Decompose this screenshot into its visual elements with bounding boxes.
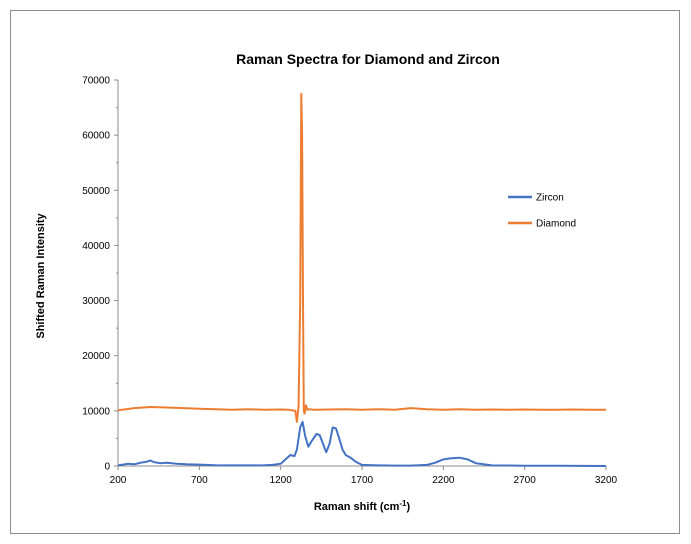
- y-tick-label: 20000: [82, 351, 110, 362]
- y-tick-label: 30000: [82, 296, 110, 307]
- y-tick-label: 50000: [82, 186, 110, 197]
- legend-label-diamond: Diamond: [536, 219, 576, 230]
- series-line-diamond: [117, 92, 606, 423]
- legend-label-zircon: Zircon: [536, 193, 564, 204]
- series-line-zircon: [117, 420, 607, 467]
- y-tick-label: 10000: [82, 406, 110, 417]
- x-tick-label: 700: [191, 475, 208, 486]
- x-tick-label: 1200: [270, 475, 293, 486]
- series-lines: [117, 92, 607, 467]
- x-tick-label: 2200: [432, 475, 455, 486]
- x-tick-label: 2700: [514, 475, 537, 486]
- y-tick-label: 70000: [82, 76, 110, 87]
- x-axis-title: Raman shift (cm-1): [314, 499, 411, 513]
- legend: Zircon Diamond: [508, 193, 576, 230]
- y-axis-title: Shifted Raman Intensity: [35, 212, 47, 338]
- x-tick-label: 200: [110, 475, 127, 486]
- x-tick-label: 1700: [351, 475, 374, 486]
- y-tick-label: 0: [104, 462, 110, 473]
- x-axis-title-main: Raman shift (cm: [314, 501, 400, 513]
- chart-area: [10, 10, 680, 534]
- x-axis-title-sup: -1: [399, 499, 407, 508]
- y-tick-label: 40000: [82, 241, 110, 252]
- x-axis-title-end: ): [407, 501, 411, 513]
- tick-labels: 0 10000 20000 30000 40000 50000 60000 70000 200 7…: [82, 76, 617, 487]
- axes: [114, 79, 607, 470]
- chart-title: Raman Spectra for Diamond and Zircon: [236, 51, 500, 67]
- y-tick-label: 60000: [82, 131, 110, 142]
- x-tick-label: 3200: [595, 475, 618, 486]
